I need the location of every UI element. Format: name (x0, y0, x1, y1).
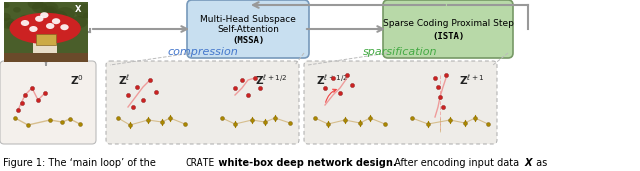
FancyBboxPatch shape (106, 61, 299, 144)
Text: Sparse Coding Proximal Step: Sparse Coding Proximal Step (383, 18, 513, 28)
Circle shape (75, 4, 95, 18)
Circle shape (51, 15, 65, 26)
Circle shape (29, 26, 38, 32)
Circle shape (46, 8, 54, 14)
FancyBboxPatch shape (383, 0, 513, 58)
Text: (MSSA): (MSSA) (232, 36, 264, 45)
Text: sparsification: sparsification (364, 47, 438, 57)
FancyBboxPatch shape (0, 61, 96, 144)
Text: $\mathbf{Z}^{\ell+1/2}$: $\mathbf{Z}^{\ell+1/2}$ (255, 73, 287, 87)
FancyBboxPatch shape (304, 61, 497, 144)
Circle shape (36, 19, 42, 23)
Circle shape (60, 24, 68, 30)
Circle shape (0, 13, 11, 21)
Circle shape (73, 25, 77, 28)
Text: After encoding input data: After encoding input data (388, 158, 522, 168)
Circle shape (70, 16, 88, 28)
Circle shape (20, 15, 30, 22)
Text: X: X (525, 158, 532, 168)
Circle shape (35, 16, 44, 22)
Text: $\mathbf{Z}^{\ell+1}$: $\mathbf{Z}^{\ell+1}$ (460, 73, 485, 87)
Text: $\mathbf{Z}^0$: $\mathbf{Z}^0$ (70, 73, 84, 87)
Circle shape (32, 2, 47, 13)
Circle shape (46, 23, 54, 29)
Text: as: as (533, 158, 547, 168)
Circle shape (1, 2, 10, 8)
Bar (33, 29, 57, 56)
Text: X: X (75, 5, 81, 14)
Circle shape (13, 7, 21, 13)
Text: $\mathbf{Z}^\ell$: $\mathbf{Z}^\ell$ (118, 73, 130, 87)
Circle shape (6, 21, 17, 29)
Circle shape (52, 18, 60, 24)
Circle shape (1, 18, 16, 29)
Text: CRATE: CRATE (185, 158, 214, 168)
Bar (36, 34, 56, 45)
Circle shape (49, 10, 68, 23)
Circle shape (42, 2, 58, 14)
FancyBboxPatch shape (187, 0, 309, 58)
Text: Multi-Head Subspace: Multi-Head Subspace (200, 15, 296, 23)
Text: compression: compression (167, 47, 238, 57)
Circle shape (83, 13, 91, 18)
Circle shape (28, 0, 44, 9)
Text: Self-Attention: Self-Attention (217, 24, 279, 34)
Text: Figure 1: The ‘main loop’ of the: Figure 1: The ‘main loop’ of the (3, 158, 159, 168)
Bar (4, 53, 88, 62)
Ellipse shape (10, 13, 81, 44)
Circle shape (40, 12, 49, 18)
Text: $\mathbf{Z}^{\ell+1/2}$: $\mathbf{Z}^{\ell+1/2}$ (316, 73, 348, 87)
Text: white-box deep network design.: white-box deep network design. (215, 158, 397, 168)
Circle shape (44, 6, 57, 15)
Text: (ISTA): (ISTA) (432, 32, 464, 42)
Circle shape (20, 20, 29, 26)
Circle shape (56, 27, 65, 34)
Circle shape (56, 7, 75, 21)
